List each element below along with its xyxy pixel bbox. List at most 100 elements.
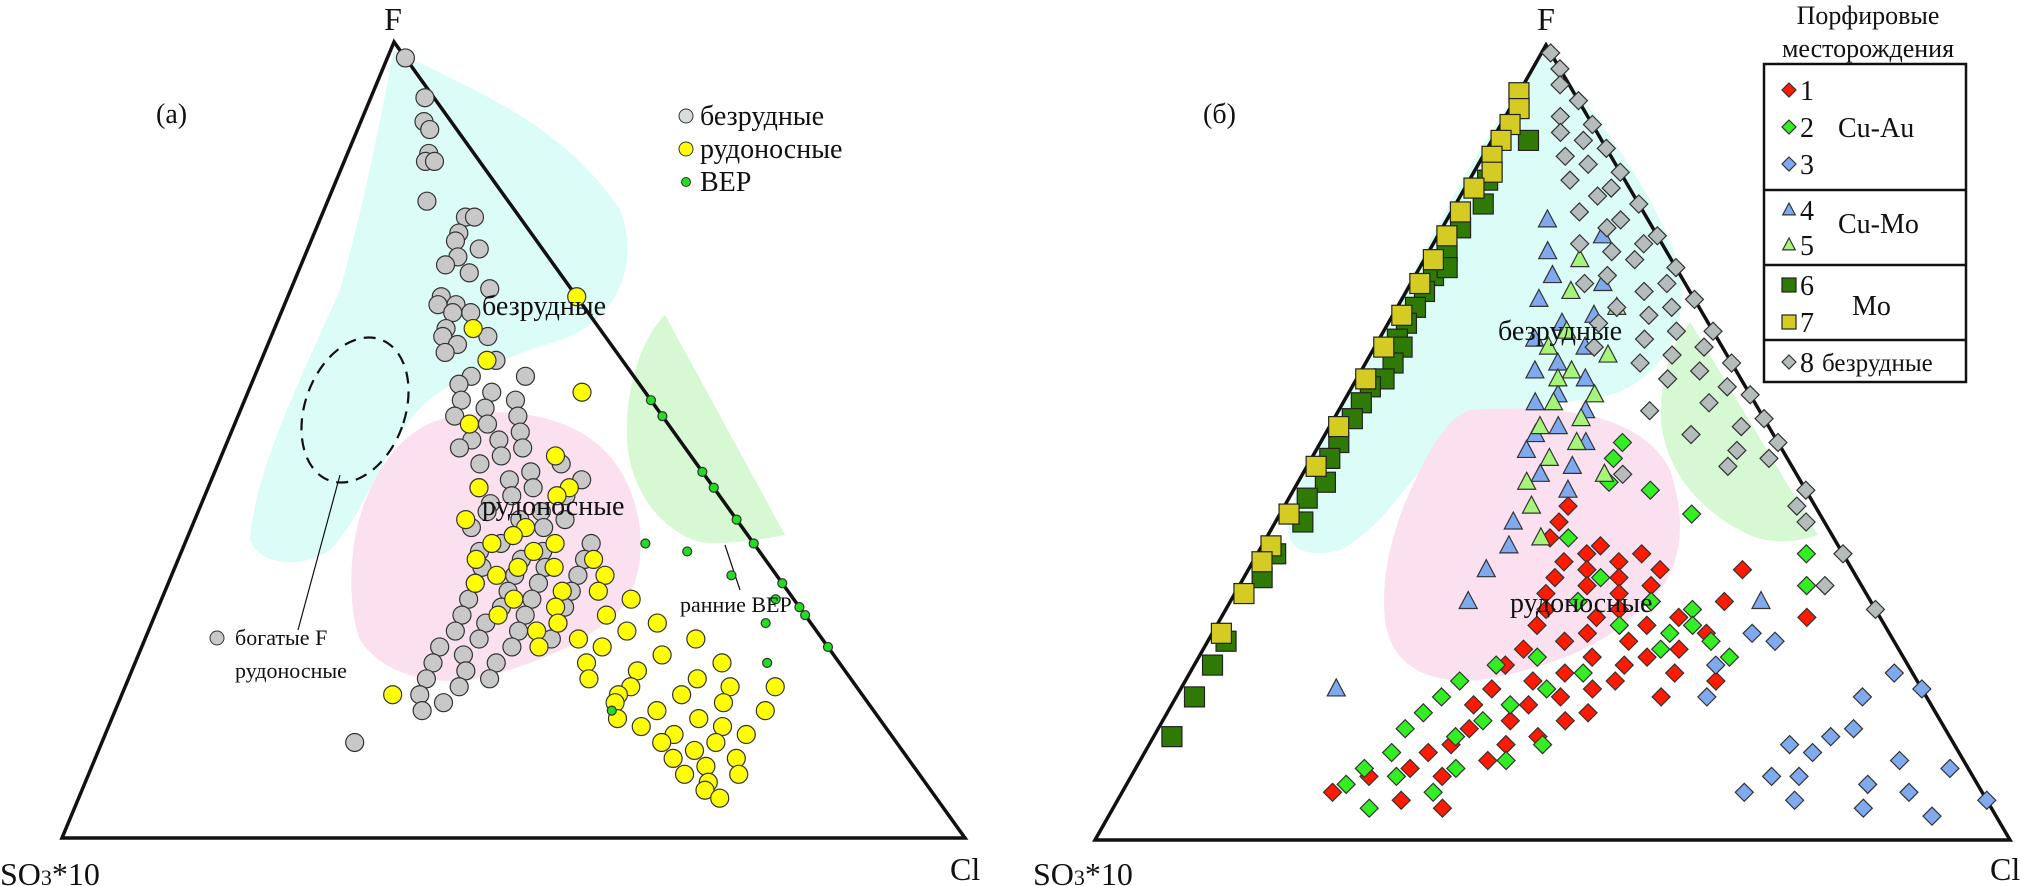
data-point — [1742, 623, 1762, 644]
data-point — [1761, 766, 1782, 787]
data-point — [777, 578, 788, 589]
data-point — [1796, 575, 1817, 596]
data-point — [1381, 742, 1402, 763]
vertex-so3-a-main: SO — [0, 856, 41, 886]
data-point — [1500, 695, 1521, 715]
data-point — [1560, 170, 1580, 190]
data-point — [1530, 463, 1551, 482]
data-point — [1584, 383, 1605, 403]
data-point — [1612, 464, 1633, 485]
data-point — [697, 466, 708, 477]
data-point — [461, 303, 481, 323]
data-point — [1684, 289, 1705, 310]
data-point — [1517, 129, 1540, 151]
data-point — [1573, 663, 1594, 683]
data-point — [687, 669, 707, 689]
data-point — [499, 470, 519, 490]
data-point — [712, 653, 732, 673]
data-point — [1618, 631, 1639, 652]
panel-a: F SO3*10 Cl (а) безрудные рудоносные ран… — [0, 1, 980, 886]
legend-b-marker-3 — [1781, 156, 1797, 172]
data-point — [1336, 774, 1357, 795]
data-point — [453, 645, 474, 665]
vertex-so3-a-sub: 3 — [41, 865, 52, 886]
points-a — [345, 48, 834, 808]
data-point — [1706, 671, 1726, 691]
data-point — [1606, 297, 1627, 318]
data-point — [1568, 591, 1588, 612]
data-point — [1513, 639, 1534, 660]
data-point — [1476, 558, 1497, 578]
data-point — [1668, 607, 1689, 628]
data-point — [568, 629, 589, 649]
data-point — [1463, 177, 1485, 199]
data-point — [567, 287, 587, 307]
data-point — [1732, 559, 1753, 580]
data-point — [1754, 408, 1774, 429]
vertex-so3-a-rest: *10 — [52, 856, 100, 886]
data-point — [1422, 249, 1444, 271]
legend-b-group-label: Mo — [1852, 291, 1891, 322]
data-point — [1657, 369, 1678, 389]
data-point — [1571, 407, 1592, 427]
rich-f-ore-leader — [297, 474, 341, 631]
data-point — [1714, 591, 1735, 612]
data-point — [720, 677, 740, 697]
data-point — [430, 637, 450, 657]
data-point — [1727, 440, 1747, 461]
data-point — [445, 231, 466, 251]
data-point — [1582, 647, 1603, 667]
legend-b-num-7: 7 — [1800, 308, 1814, 339]
data-point — [1612, 432, 1633, 453]
data-point — [1669, 639, 1689, 660]
data-point — [686, 629, 706, 649]
data-point — [794, 602, 805, 613]
data-point — [1556, 319, 1577, 339]
data-point — [435, 255, 456, 275]
data-point — [1477, 750, 1498, 771]
data-point — [445, 621, 465, 641]
data-point — [502, 637, 522, 657]
data-point — [1524, 359, 1545, 379]
data-point — [1639, 400, 1660, 421]
data-point — [1503, 510, 1524, 530]
data-point — [1328, 416, 1350, 438]
data-point — [1884, 663, 1905, 683]
data-point — [345, 732, 365, 753]
data-point — [1853, 798, 1874, 819]
data-point — [1597, 265, 1618, 286]
data-point — [449, 438, 470, 458]
data-point — [1582, 679, 1603, 699]
vertex-cl-a: Cl — [950, 851, 980, 886]
data-point — [1500, 710, 1521, 731]
vertex-so3-b: SO3*10 — [1033, 856, 1133, 886]
data-point — [1751, 590, 1771, 610]
data-point — [1662, 345, 1682, 365]
series-8 — [1540, 43, 1886, 620]
data-point — [1423, 782, 1444, 803]
data-point — [708, 482, 719, 493]
data-point — [1596, 138, 1617, 159]
data-point — [1779, 734, 1800, 755]
data-point — [1463, 695, 1484, 715]
data-point — [1527, 647, 1548, 667]
data-point — [1768, 432, 1788, 453]
data-point — [1532, 734, 1553, 755]
data-point — [1432, 766, 1453, 787]
data-point — [466, 549, 486, 570]
data-point — [695, 780, 715, 800]
data-point — [1719, 647, 1740, 667]
annotation-rich-f-line2: рудоносные — [235, 658, 347, 683]
data-point — [1354, 758, 1375, 779]
data-point — [1578, 154, 1598, 175]
field-label-barren-a: безрудные — [482, 291, 606, 322]
data-point — [449, 677, 469, 697]
data-point — [1527, 615, 1547, 636]
data-point — [416, 669, 436, 689]
data-point — [1537, 208, 1558, 228]
data-point — [469, 629, 489, 649]
data-point — [1201, 654, 1224, 676]
data-point — [1161, 726, 1183, 748]
series-3 — [1697, 623, 1997, 826]
